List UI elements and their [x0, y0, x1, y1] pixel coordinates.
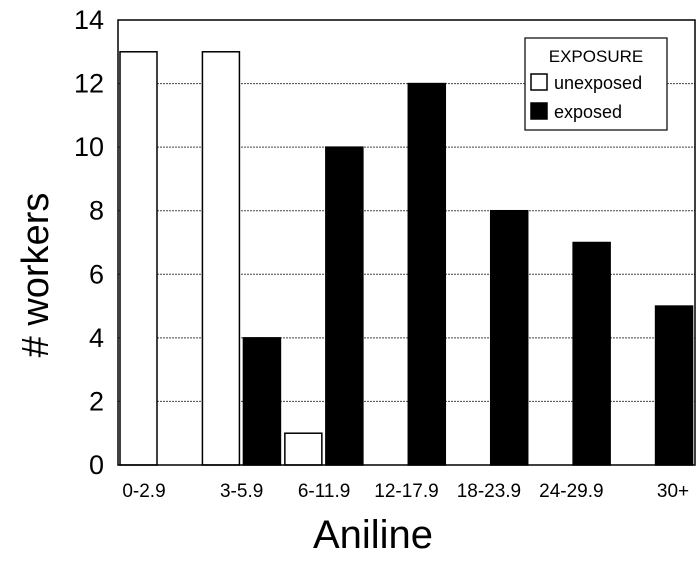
- x-tick-label: 6-11.9: [298, 481, 350, 502]
- x-tick-label: 24-29.9: [539, 481, 603, 502]
- x-axis-label: Aniline: [313, 513, 433, 557]
- x-tick-label: 3-5.9: [220, 481, 263, 502]
- bar-exposed-12-17.9: [408, 84, 445, 465]
- x-tick-label: 12-17.9: [374, 481, 438, 502]
- y-axis-ticks: 0 2 4 6 8 10 12 14: [74, 5, 104, 480]
- legend: EXPOSURE unexposed exposed: [525, 38, 667, 130]
- y-tick-label: 2: [89, 386, 104, 416]
- y-tick-label: 14: [74, 5, 104, 35]
- x-tick-label: 18-23.9: [457, 481, 521, 502]
- legend-label-exposed: exposed: [554, 102, 622, 122]
- x-axis-ticks: 0-2.9 3-5.9 6-11.9 12-17.9 18-23.9 24-29.9 30+: [122, 481, 689, 502]
- legend-swatch-exposed: [531, 103, 547, 119]
- bar-exposed-6-11.9: [326, 147, 363, 465]
- y-tick-label: 8: [89, 196, 104, 226]
- y-tick-label: 6: [89, 259, 104, 289]
- legend-swatch-unexposed: [531, 74, 547, 90]
- bar-unexposed-0-2.9: [120, 52, 157, 465]
- y-tick-label: 12: [74, 69, 104, 99]
- bar-exposed-3-5.9: [243, 338, 280, 465]
- legend-label-unexposed: unexposed: [554, 73, 642, 93]
- x-tick-label: 30+: [657, 481, 689, 502]
- bar-exposed-24-29.9: [573, 243, 610, 466]
- bar-unexposed-3-5.9: [202, 52, 239, 465]
- bar-exposed-18-23.9: [491, 211, 528, 465]
- bar-exposed-30+: [656, 306, 693, 465]
- x-tick-label: 0-2.9: [122, 481, 165, 502]
- y-tick-label: 10: [74, 132, 104, 162]
- bar-unexposed-6-11.9: [285, 433, 322, 465]
- y-tick-label: 4: [89, 323, 104, 353]
- legend-title: EXPOSURE: [549, 47, 643, 66]
- y-tick-label: 0: [89, 450, 104, 480]
- y-axis-label: # workers: [15, 193, 57, 358]
